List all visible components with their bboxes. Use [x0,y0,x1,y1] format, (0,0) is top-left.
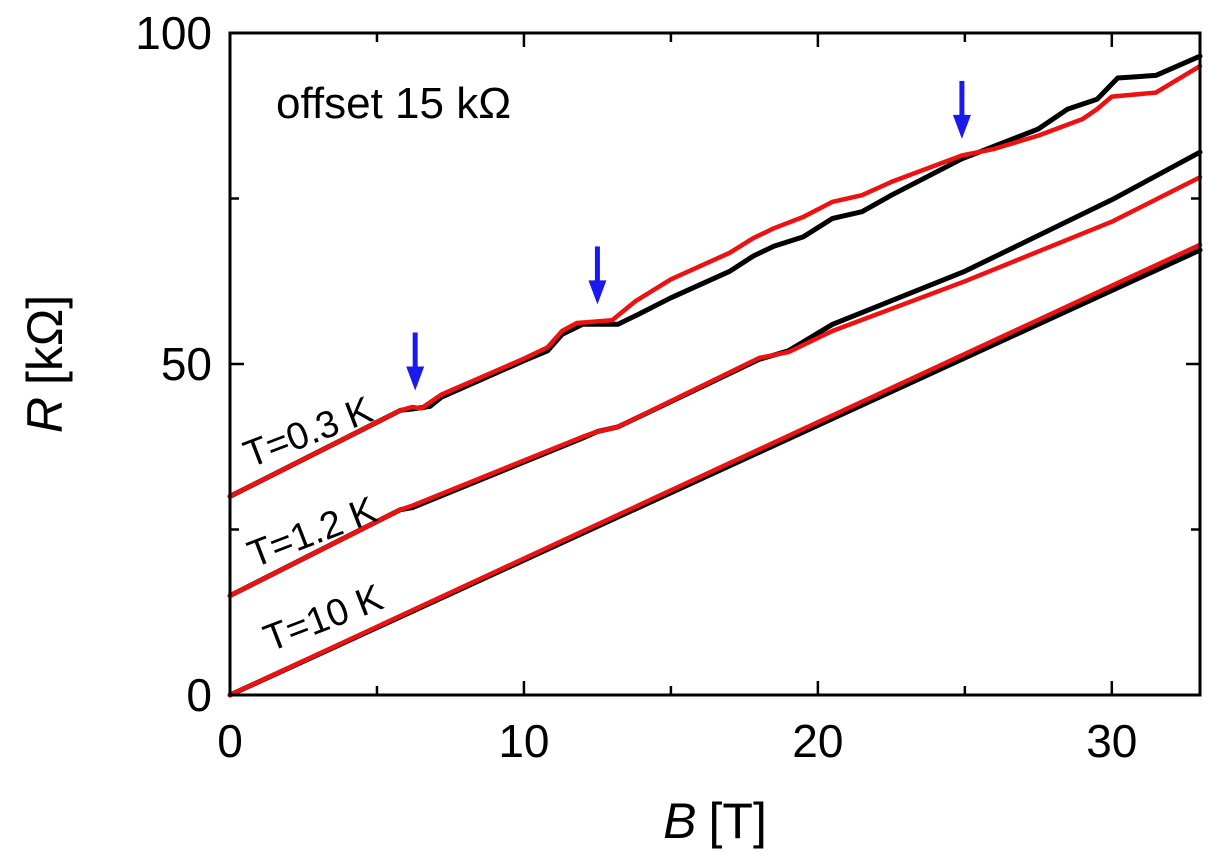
x-axis-variable: B [663,793,696,849]
arrow-head [406,366,425,391]
axis-ticks [228,31,1200,697]
x-tick-label: 20 [792,715,843,767]
offset-annotation: offset 15 kΩ [276,79,511,128]
y-tick-label: 50 [161,338,212,390]
x-axis-title: B [T] [663,793,767,849]
series-line-red-5 [227,242,1203,698]
series-line-red-3 [227,175,1203,598]
x-tick-label: 30 [1086,715,1137,767]
y-axis-variable: R [17,397,73,433]
y-axis-title: R [kΩ] [17,295,73,433]
arrow-head [588,280,607,305]
arrow-marker-1 [588,246,607,305]
curve-label-t03: T=0.3 K [238,389,378,476]
arrow-marker-0 [406,332,425,391]
y-tick-label: 100 [135,7,212,59]
tick-labels: 0 10 20 30 0 50 100 [135,7,1137,767]
arrows [406,80,971,391]
y-tick-label: 0 [186,669,212,721]
series-line-red-1 [227,63,1203,499]
y-axis-unit: [kΩ] [17,295,73,385]
curve-label-t12: T=1.2 K [242,489,382,576]
curve-label-t10: T=10 K [258,577,388,660]
x-axis-unit: [T] [709,793,767,849]
x-tick-label: 0 [217,715,243,767]
series-line-black-0 [227,53,1203,499]
arrow-marker-2 [952,80,971,139]
curves [227,53,1203,698]
arrow-head [952,114,971,139]
x-tick-label: 10 [498,715,549,767]
